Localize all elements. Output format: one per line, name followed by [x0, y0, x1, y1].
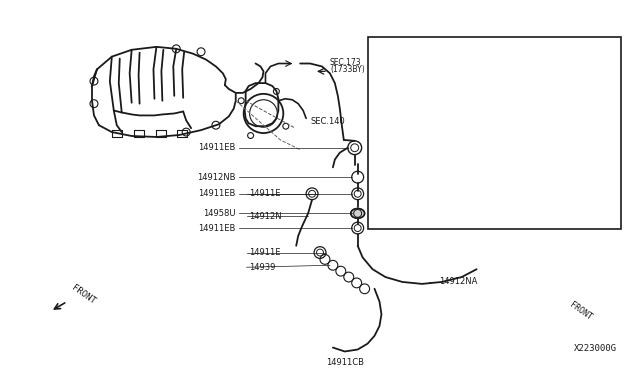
Text: 22318A: 22318A: [552, 150, 584, 159]
Text: 14950: 14950: [439, 89, 465, 98]
Text: 14911EB: 14911EB: [198, 189, 236, 198]
Text: (1B791N): (1B791N): [393, 167, 429, 176]
Text: SEC.173: SEC.173: [330, 58, 362, 67]
Text: (17274M): (17274M): [382, 150, 419, 159]
Text: SEC.140: SEC.140: [310, 117, 345, 126]
Text: FRONT: FRONT: [70, 283, 97, 306]
Text: 14958U: 14958U: [204, 209, 236, 218]
Text: FRONT: FRONT: [568, 301, 593, 322]
Text: 14911E: 14911E: [248, 248, 280, 257]
Text: 14911EB: 14911EB: [198, 143, 236, 152]
Text: 14911EB: 14911EB: [198, 224, 236, 232]
Text: SEC.173: SEC.173: [376, 124, 407, 133]
Text: 14912NB: 14912NB: [197, 173, 236, 182]
Circle shape: [593, 75, 605, 87]
Ellipse shape: [351, 208, 365, 218]
Text: 14911E: 14911E: [248, 189, 280, 198]
Text: 14912NA: 14912NA: [439, 278, 477, 286]
Text: (1733BY): (1733BY): [330, 65, 365, 74]
Text: SEC.173: SEC.173: [397, 160, 429, 169]
Text: 14912N: 14912N: [248, 212, 281, 221]
Bar: [367, 38, 621, 229]
Text: SEC.173: SEC.173: [387, 143, 419, 152]
Text: 14911CB: 14911CB: [326, 358, 364, 367]
Text: (17509P): (17509P): [372, 131, 407, 140]
Text: 14939: 14939: [248, 263, 275, 272]
Text: X223000G: X223000G: [574, 344, 618, 353]
Text: 22365: 22365: [580, 48, 607, 57]
Text: 14920: 14920: [504, 48, 530, 57]
Circle shape: [582, 61, 600, 78]
